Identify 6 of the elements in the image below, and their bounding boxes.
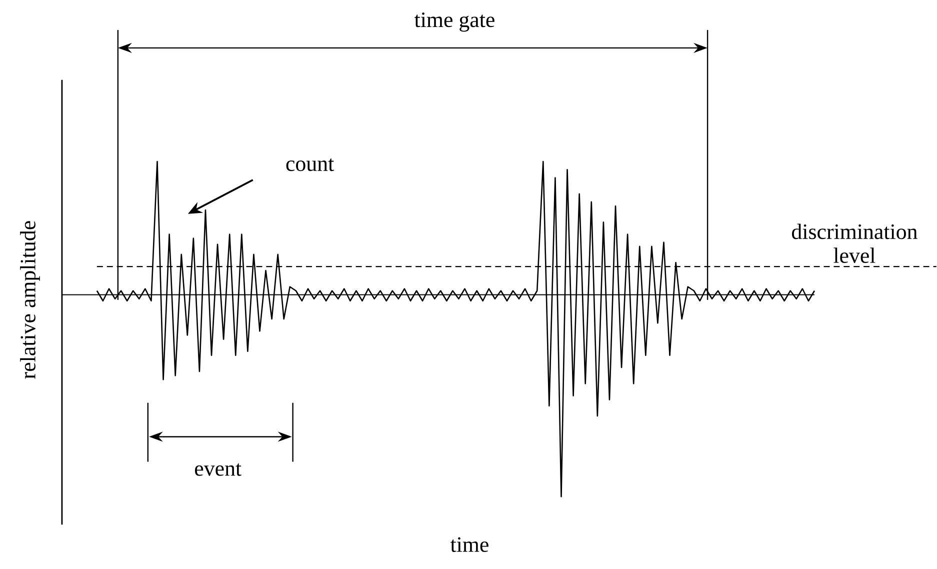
- y-axis-title: relative amplitude: [20, 221, 40, 379]
- annotation: event: [195, 464, 242, 476]
- annotation: count: [286, 158, 334, 172]
- text: time gate: [414, 12, 494, 32]
- ref-line-label: discrimination level: [792, 224, 918, 264]
- x-axis-title: time: [450, 537, 488, 552]
